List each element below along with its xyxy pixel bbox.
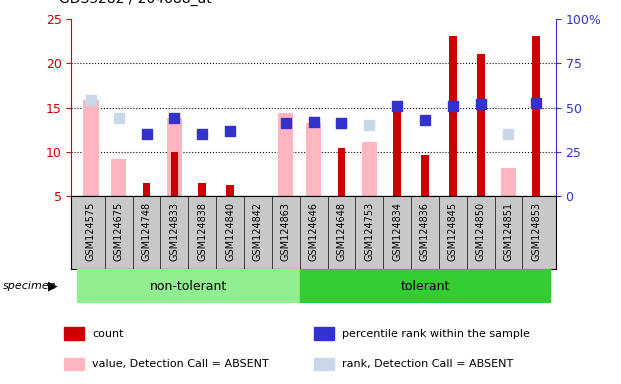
Point — [86, 98, 96, 104]
Bar — [393, 106, 401, 196]
Text: GDS3282 / 204688_at: GDS3282 / 204688_at — [59, 0, 212, 6]
Point — [532, 100, 542, 106]
Text: GSM124646: GSM124646 — [309, 202, 319, 261]
Bar — [278, 113, 293, 196]
Bar — [167, 118, 182, 196]
Bar — [64, 358, 84, 370]
Point — [420, 117, 430, 123]
Point — [365, 122, 374, 128]
Text: value, Detection Call = ABSENT: value, Detection Call = ABSENT — [92, 359, 269, 369]
Point — [337, 120, 347, 126]
Text: GSM124853: GSM124853 — [532, 202, 542, 261]
Bar — [83, 101, 99, 196]
Bar — [143, 183, 150, 196]
Text: GSM124836: GSM124836 — [420, 202, 430, 261]
Bar — [300, 269, 550, 303]
Text: GSM124748: GSM124748 — [142, 202, 152, 261]
Bar — [338, 148, 345, 196]
Bar — [477, 54, 484, 196]
Bar — [77, 269, 300, 303]
Point — [197, 131, 207, 137]
Bar — [171, 152, 178, 196]
Text: GSM124851: GSM124851 — [504, 202, 514, 261]
Text: GSM124675: GSM124675 — [114, 202, 124, 261]
Text: non-tolerant: non-tolerant — [150, 280, 227, 293]
Text: GSM124833: GSM124833 — [170, 202, 179, 261]
Text: tolerant: tolerant — [401, 280, 450, 293]
Text: GSM124834: GSM124834 — [392, 202, 402, 261]
Text: GSM124863: GSM124863 — [281, 202, 291, 261]
Point — [337, 120, 347, 126]
Bar — [449, 36, 456, 196]
Point — [142, 131, 152, 137]
Bar — [421, 155, 429, 196]
Bar — [314, 358, 334, 370]
Text: rank, Detection Call = ABSENT: rank, Detection Call = ABSENT — [342, 359, 513, 369]
Text: percentile rank within the sample: percentile rank within the sample — [342, 329, 530, 339]
Point — [170, 115, 179, 121]
Point — [448, 103, 458, 109]
Bar — [111, 159, 127, 196]
Text: GSM124842: GSM124842 — [253, 202, 263, 261]
Bar — [198, 183, 206, 196]
Point — [476, 101, 486, 107]
Bar — [361, 142, 377, 196]
Point — [225, 128, 235, 134]
Bar — [501, 167, 516, 196]
Bar — [64, 327, 84, 340]
Bar — [306, 122, 321, 196]
Bar — [532, 36, 540, 196]
Text: GSM124850: GSM124850 — [476, 202, 486, 261]
Point — [392, 103, 402, 109]
Text: ▶: ▶ — [48, 280, 58, 293]
Text: GSM124753: GSM124753 — [365, 202, 374, 261]
Text: count: count — [92, 329, 124, 339]
Point — [504, 131, 514, 137]
Bar — [226, 185, 234, 196]
Point — [281, 120, 291, 126]
Text: specimen: specimen — [3, 281, 57, 291]
Text: GSM124648: GSM124648 — [337, 202, 347, 261]
Text: GSM124840: GSM124840 — [225, 202, 235, 261]
Text: GSM124838: GSM124838 — [197, 202, 207, 261]
Point — [309, 119, 319, 125]
Bar — [314, 327, 334, 340]
Point — [114, 115, 124, 121]
Text: GSM124575: GSM124575 — [86, 202, 96, 261]
Text: GSM124845: GSM124845 — [448, 202, 458, 261]
